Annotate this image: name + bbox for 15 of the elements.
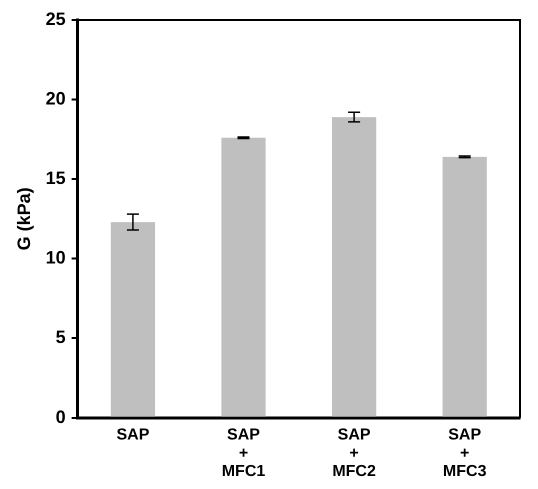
bar xyxy=(221,138,266,417)
bar xyxy=(332,117,376,417)
x-tick-label: SAP + MFC2 xyxy=(332,426,376,480)
x-tick-label: SAP + MFC1 xyxy=(222,426,266,480)
y-tick-label: 10 xyxy=(46,248,66,268)
y-tick-label: 0 xyxy=(56,406,66,427)
y-tick-label: 5 xyxy=(56,327,66,348)
y-axis-title: G (kPa) xyxy=(14,187,34,250)
bar xyxy=(110,222,156,417)
x-tick-label: SAP xyxy=(116,426,150,444)
bar xyxy=(442,156,487,417)
x-tick-label: SAP + MFC3 xyxy=(442,426,487,480)
y-tick-label: 15 xyxy=(46,168,66,188)
y-tick-label: 25 xyxy=(46,8,66,29)
y-tick-label: 20 xyxy=(46,88,66,109)
